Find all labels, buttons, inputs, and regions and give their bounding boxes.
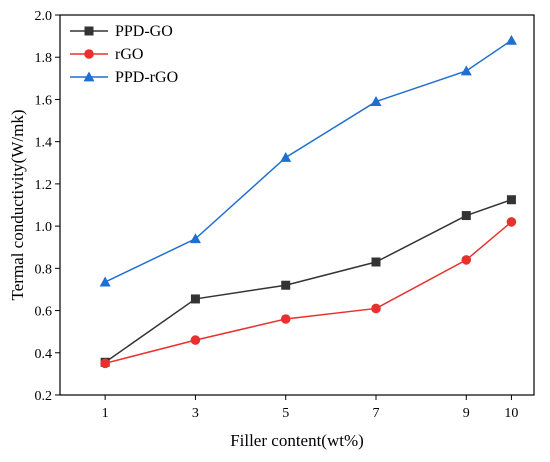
x-tick-label: 5 bbox=[282, 406, 289, 421]
series-line-rgo bbox=[104, 221, 512, 365]
y-tick-label: 1.2 bbox=[35, 178, 53, 193]
data-point-ppd-rgo bbox=[280, 152, 292, 162]
x-tick-label: 9 bbox=[463, 406, 470, 421]
y-tick-label: 2.0 bbox=[35, 9, 53, 24]
plot-frame bbox=[59, 14, 535, 396]
legend-item-rgo: rGO bbox=[70, 46, 143, 63]
y-tick-label: 1.8 bbox=[35, 51, 53, 66]
x-tick-label: 3 bbox=[192, 406, 199, 421]
series-line-ppd-go bbox=[104, 199, 512, 363]
data-point-ppd-rgo bbox=[505, 34, 517, 45]
data-point-ppd-go bbox=[281, 280, 291, 290]
ticks-layer: 0.2 0.4 0.6 0.8 1.0 1.2 1.4 1.6 1.8 2.0 1 3 5 7 9 10 bbox=[35, 9, 519, 421]
legend: PPD-GO rGO PPD-rGO bbox=[64, 18, 196, 96]
data-point-rgo bbox=[190, 335, 201, 345]
legend-marker bbox=[84, 26, 94, 36]
data-point-ppd-rgo bbox=[99, 276, 111, 287]
data-point-ppd-go bbox=[371, 257, 381, 267]
x-tick-label: 7 bbox=[373, 406, 380, 421]
y-tick-label: 0.6 bbox=[35, 305, 53, 320]
data-point-rgo bbox=[371, 303, 381, 314]
data-point-rgo bbox=[100, 358, 110, 369]
y-tick-label: 0.8 bbox=[35, 262, 53, 277]
data-point-ppd-rgo bbox=[189, 233, 201, 244]
series-line-ppd-rgo bbox=[104, 39, 512, 283]
legend-marker bbox=[84, 49, 94, 59]
y-tick-label: 1.0 bbox=[35, 220, 53, 235]
data-point-ppd-go bbox=[506, 195, 516, 205]
legend-label: PPD-GO bbox=[115, 23, 173, 40]
legend-item-ppd-rgo: PPD-rGO bbox=[70, 69, 178, 86]
data-point-ppd-rgo bbox=[460, 65, 472, 76]
series-ppd-go bbox=[100, 195, 516, 367]
y-tick-label: 0.2 bbox=[35, 389, 53, 404]
data-point-ppd-go bbox=[461, 211, 471, 221]
data-point-rgo bbox=[506, 217, 517, 227]
series-ppd-rgo bbox=[99, 34, 517, 287]
x-axis-label: Filler content(wt%) bbox=[230, 431, 364, 450]
y-tick-label: 1.6 bbox=[35, 93, 53, 108]
x-tick-label: 1 bbox=[102, 406, 109, 421]
series-layer bbox=[99, 34, 517, 369]
data-point-rgo bbox=[461, 255, 472, 265]
legend-label: rGO bbox=[115, 46, 143, 63]
data-point-rgo bbox=[280, 314, 291, 324]
y-tick-label: 0.4 bbox=[35, 347, 53, 362]
y-axis-label: Termal conductivity(W/mk) bbox=[8, 110, 27, 301]
y-tick-label: 1.4 bbox=[35, 136, 53, 151]
legend-marker bbox=[83, 71, 95, 82]
series-rgo bbox=[100, 217, 517, 369]
data-point-ppd-rgo bbox=[370, 96, 382, 106]
data-point-ppd-go bbox=[190, 294, 200, 304]
legend-label: PPD-rGO bbox=[115, 69, 178, 86]
x-tick-label: 10 bbox=[504, 406, 518, 421]
legend-item-ppd-go: PPD-GO bbox=[70, 23, 173, 40]
